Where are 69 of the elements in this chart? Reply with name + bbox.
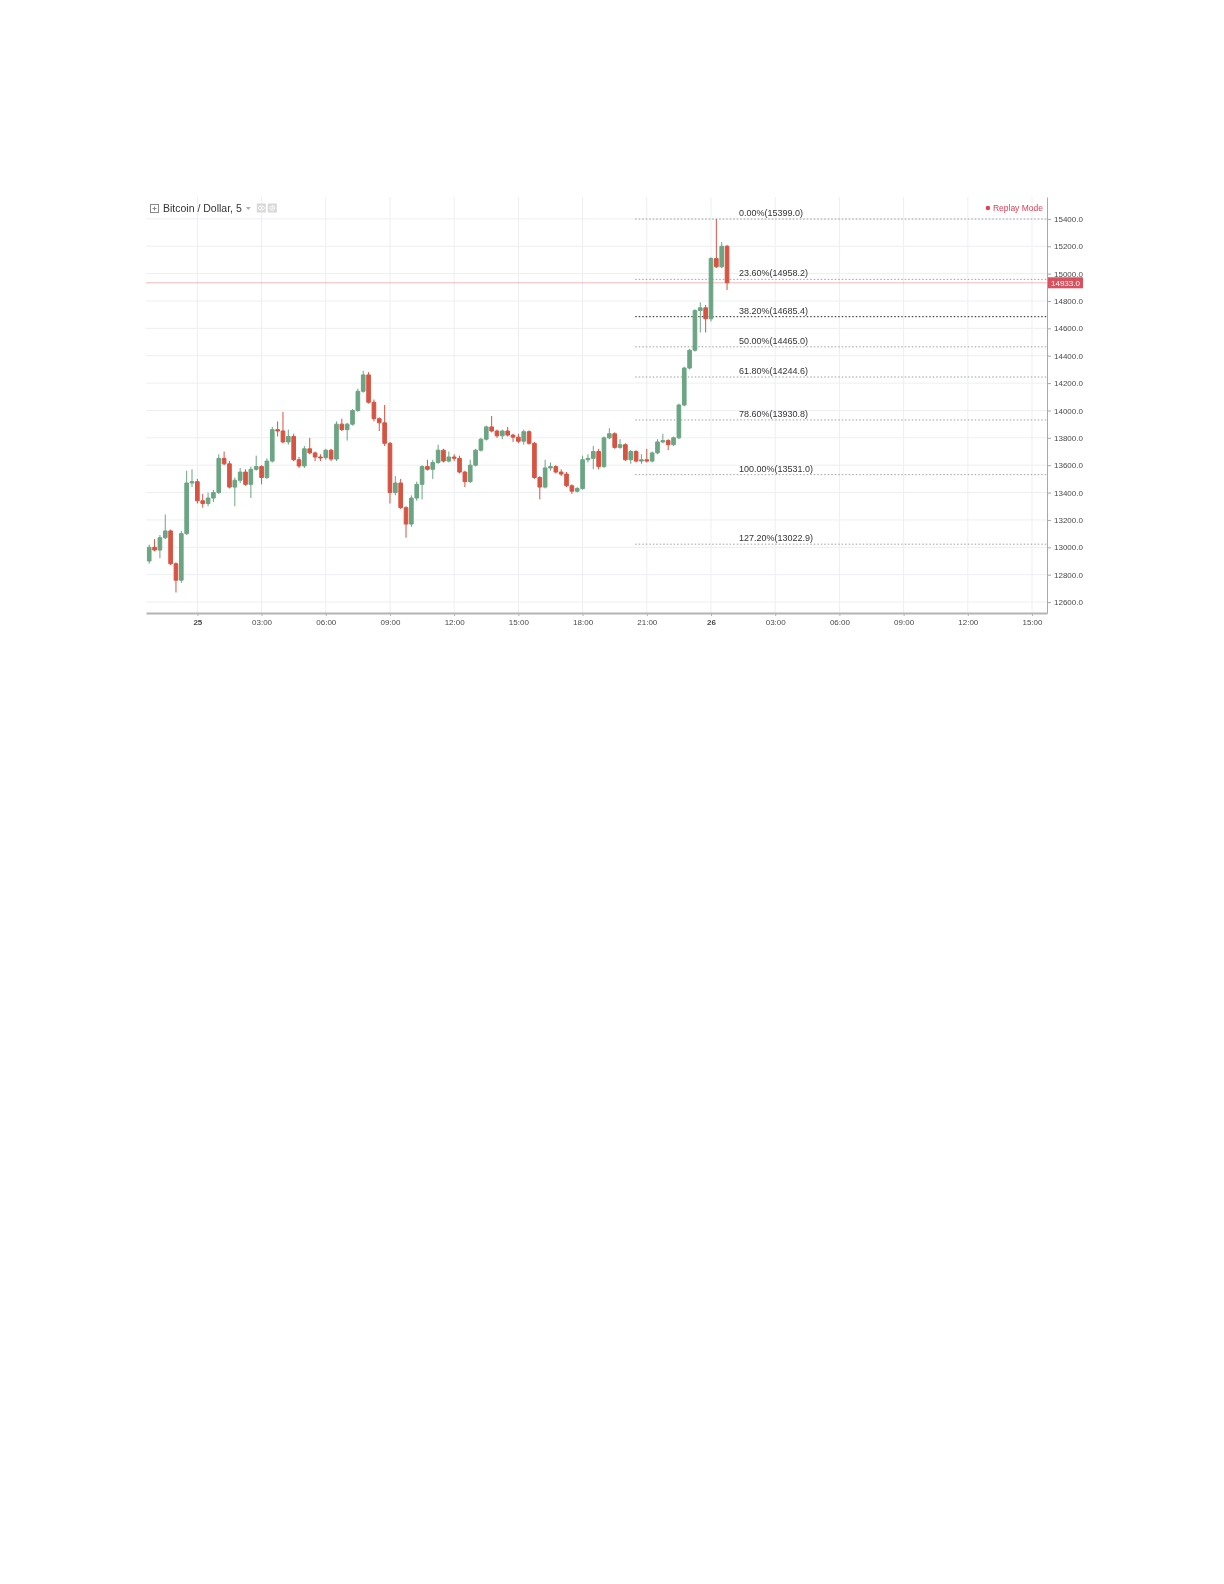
ref-line-label: 78.60%(13930.8) [739, 408, 809, 419]
candlestick [146, 544, 152, 565]
ref-line-label: 50.00%(14465.0) [739, 335, 809, 346]
y-tick-label: 14800.0 [1054, 297, 1084, 307]
x-tick-label: 21:00 [637, 617, 658, 627]
candlestick [243, 468, 248, 487]
y-tick-label: 14600.0 [1054, 324, 1084, 334]
y-tick-label: 12600.0 [1054, 598, 1084, 608]
candlestick [334, 420, 339, 462]
ref-line-label: 0.00%(15399.0) [739, 208, 804, 219]
candlestick [596, 448, 601, 470]
x-tick-label: 03:00 [765, 617, 787, 627]
x-tick-label: 09:00 [894, 617, 915, 627]
candlestick [714, 218, 719, 269]
candlestick [633, 449, 639, 463]
candlestick [521, 429, 527, 446]
text: Bitcoin / Dollar, 5 [163, 202, 242, 214]
x-tick-label: 15:00 [508, 617, 530, 627]
x-tick-label: 12:00 [444, 617, 466, 627]
candlestick [665, 438, 671, 451]
candlestick [644, 448, 650, 463]
candlestick [259, 464, 264, 485]
y-tick-label: 13400.0 [1054, 488, 1084, 498]
candlestick [719, 241, 725, 269]
x-tick-label: 15:00 [1022, 617, 1044, 627]
x-tick-label: 03:00 [252, 617, 273, 627]
x-tick-label: 06:00 [829, 617, 851, 627]
y-tick-label: 15400.0 [1054, 214, 1084, 224]
y-tick-label: 13200.0 [1054, 516, 1084, 526]
y-tick-label: 13800.0 [1054, 433, 1084, 443]
annotation: Replay Mode [992, 203, 1044, 213]
candlestick [612, 431, 618, 450]
ref-line-label: 61.80%(14244.6) [739, 366, 809, 376]
candlestick [323, 448, 329, 461]
y-tick-label: 14200.0 [1054, 379, 1084, 389]
candlestick [328, 448, 334, 462]
y-tick-label: 13600.0 [1054, 461, 1084, 471]
candlestick [286, 429, 291, 446]
candlestick [639, 453, 644, 465]
candlestick [703, 304, 708, 333]
ref-line-label: 23.60%(14958.2) [739, 268, 809, 279]
x-tick-label: 25 [193, 617, 203, 627]
ref-line-label: 127.20%(13022.9) [739, 533, 814, 544]
ref-line-label: 100.00%(13531.0) [739, 463, 814, 474]
y-tick-label: 15000.0 [1054, 269, 1084, 279]
candlestick [152, 538, 157, 552]
candlestick [446, 451, 452, 463]
candlestick [339, 418, 345, 432]
y-tick-label: 14000.0 [1054, 406, 1084, 416]
candlestick [724, 244, 730, 291]
candlestick [425, 459, 430, 472]
y-tick-label: 12800.0 [1054, 570, 1084, 580]
x-tick-label: 09:00 [380, 617, 402, 627]
candlestick [441, 448, 446, 463]
candlestick [500, 429, 505, 440]
candlestick [623, 442, 628, 462]
candlestick [393, 475, 398, 496]
x-tick-label: 12:00 [958, 617, 979, 627]
candlestick [302, 445, 307, 469]
x-tick-label: 06:00 [316, 617, 337, 627]
ref-line-label: 38.20%(14685.4) [739, 305, 809, 316]
x-tick-label: 26 [707, 617, 717, 627]
y-tick-label: 15200.0 [1054, 242, 1084, 252]
candlestick [617, 438, 623, 450]
x-tick-label: 18:00 [573, 617, 594, 627]
candlestick [628, 449, 634, 465]
ref-line-label: 14933.0 [1051, 278, 1081, 288]
y-tick-label: 14400.0 [1054, 351, 1084, 361]
y-tick-label: 13000.0 [1054, 543, 1084, 553]
